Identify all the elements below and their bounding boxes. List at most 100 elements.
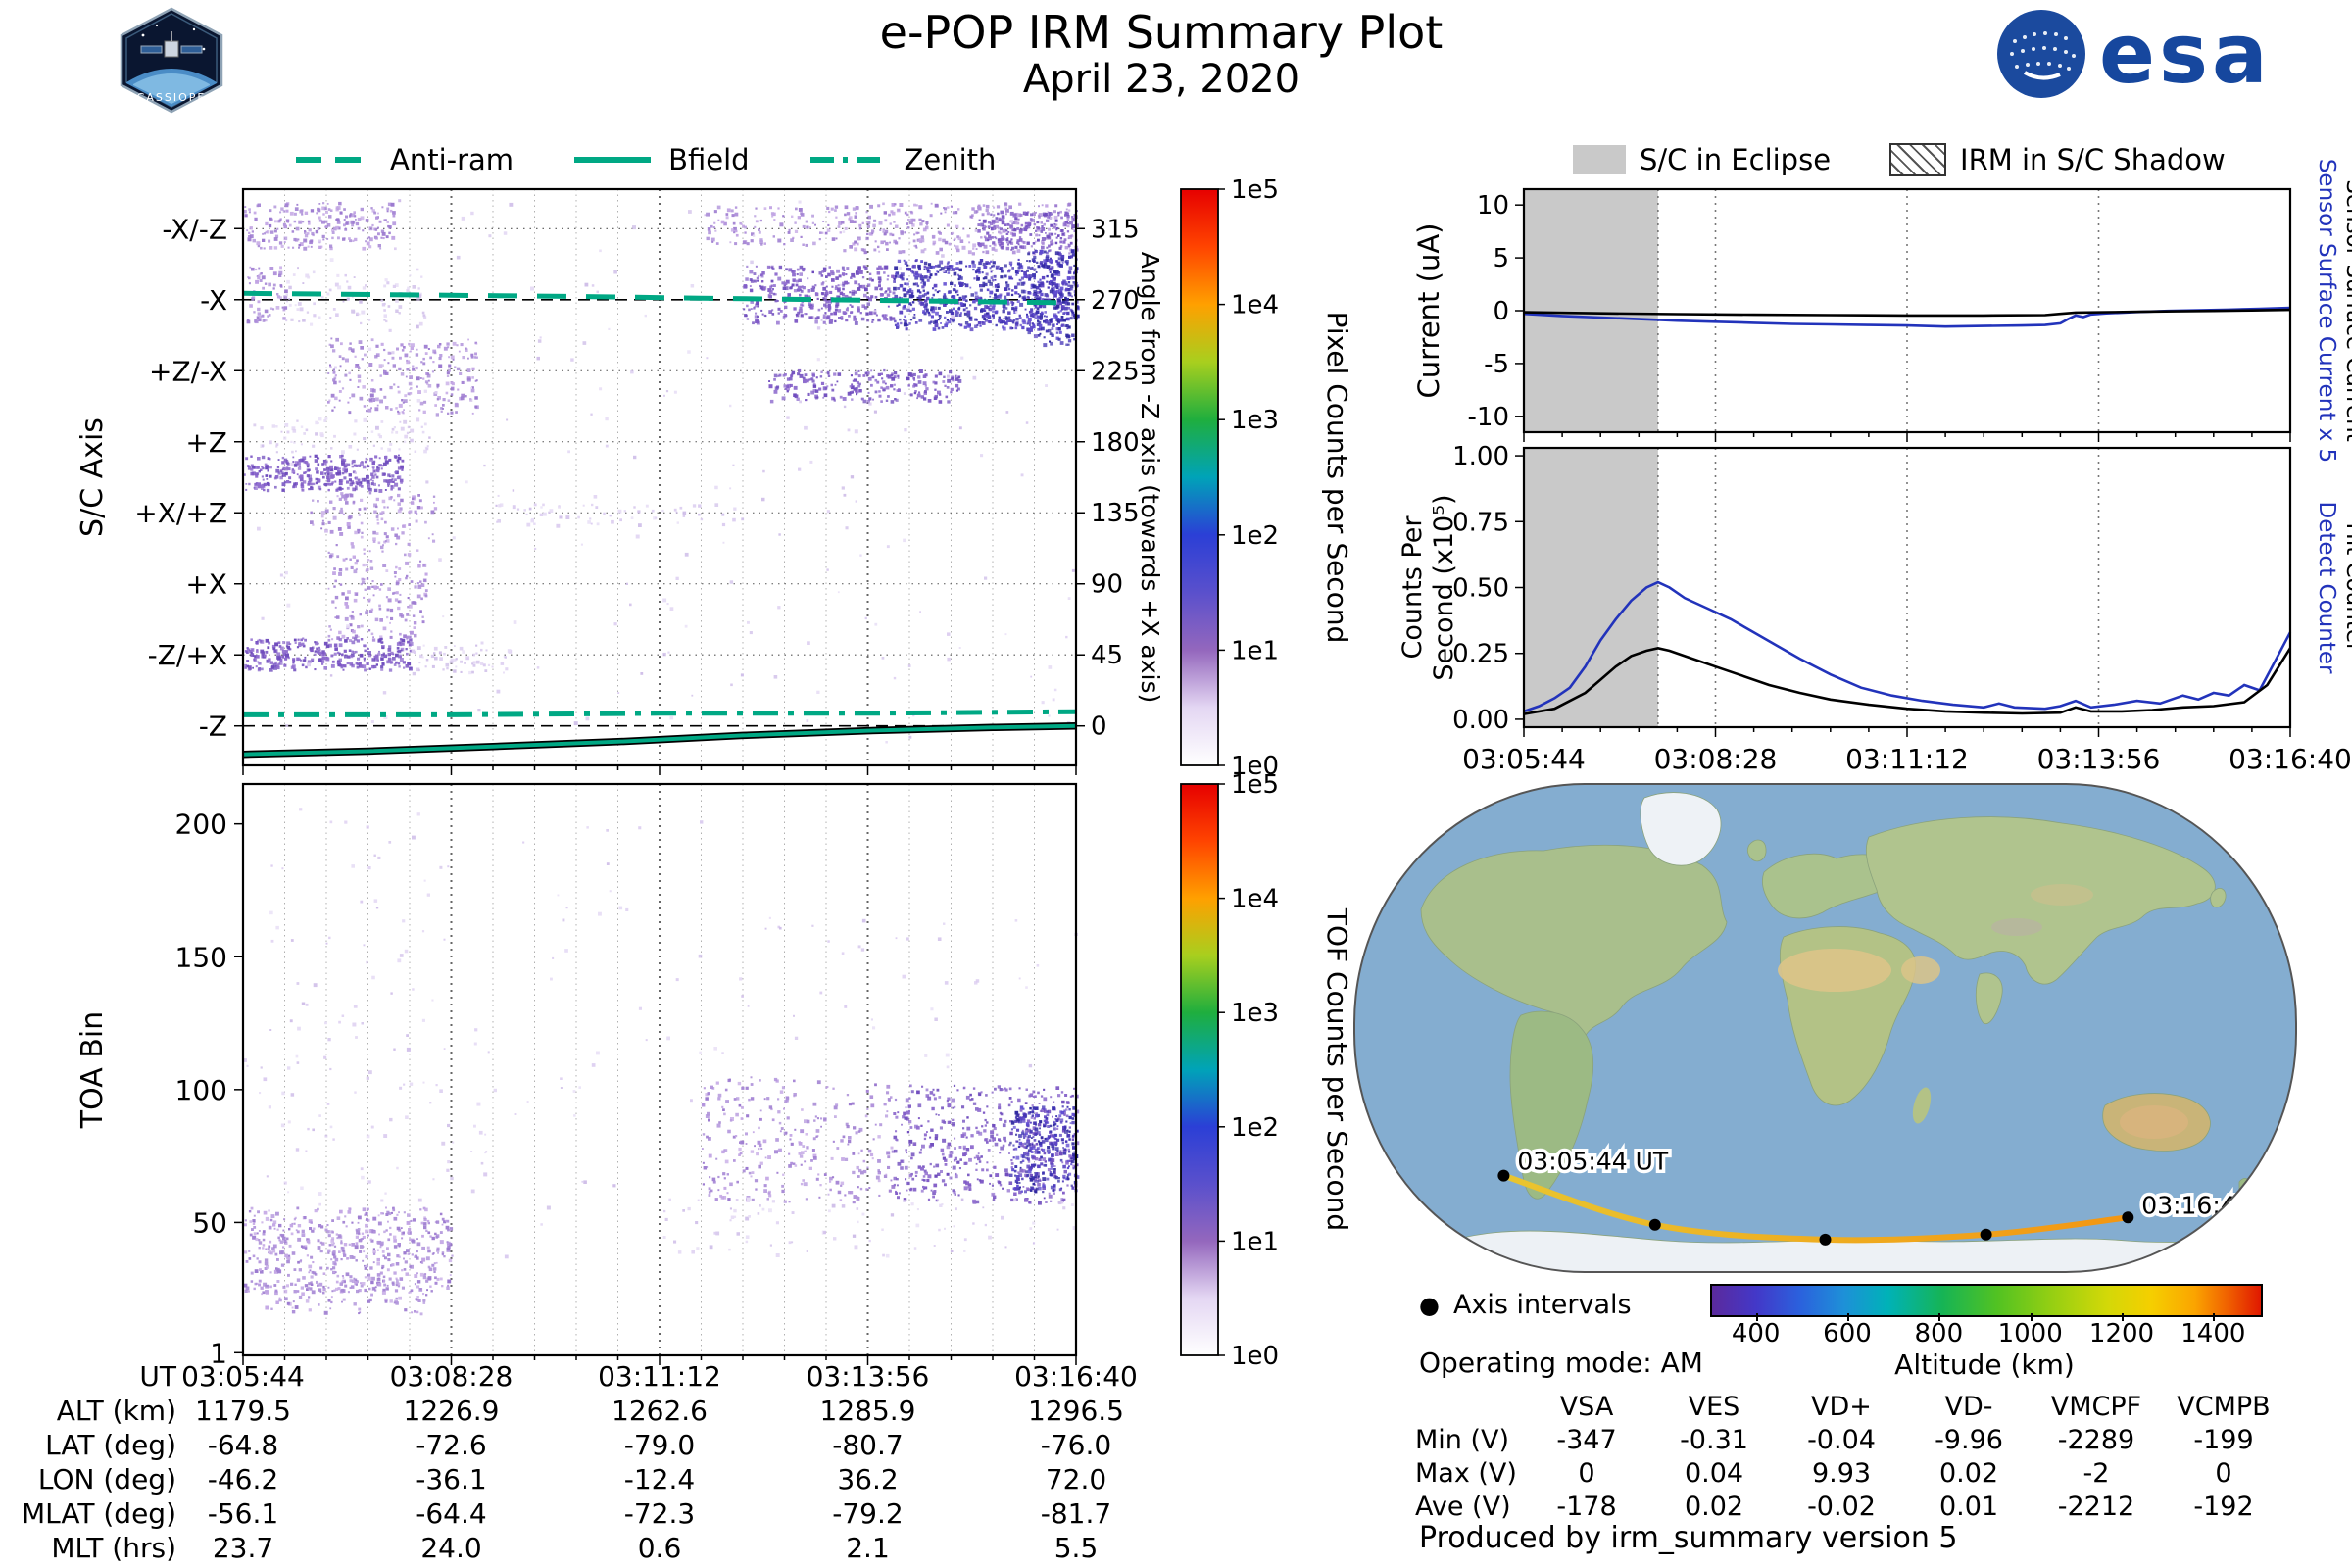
axis-value: 03:11:12 <box>598 1360 721 1393</box>
page-date: April 23, 2020 <box>1022 56 1300 102</box>
legend-eclipse-label: S/C in Eclipse <box>1640 143 1832 176</box>
voltage-row-label: Min (V) <box>1415 1425 1510 1455</box>
axis-value: 1179.5 <box>195 1395 291 1427</box>
axis-value: -64.8 <box>207 1429 279 1461</box>
track-start-label: 03:05:44 UT <box>1517 1148 1669 1176</box>
axis-value: -56.1 <box>207 1497 279 1530</box>
scatter-points <box>243 808 1080 1316</box>
axis-row-mlt: MLT (hrs) 23.7 24.0 0.6 2.1 5.5 <box>0 1532 1274 1566</box>
voltage-value: 0.04 <box>1684 1458 1744 1489</box>
axis-row-label: UT <box>139 1360 176 1393</box>
svg-text:270: 270 <box>1091 286 1140 316</box>
voltage-value: -2212 <box>2057 1492 2135 1522</box>
voltage-table-corner <box>1415 1392 1523 1425</box>
svg-text:315: 315 <box>1091 215 1140 244</box>
voltage-column-header: VES <box>1688 1392 1740 1422</box>
svg-text:1e5: 1e5 <box>1231 175 1279 205</box>
new-zealand-s <box>2243 1191 2255 1203</box>
voltage-column-header: VMCPF <box>2050 1392 2142 1422</box>
axis-interval-dot <box>1980 1228 1992 1241</box>
spectrogram-legend: Anti-ram Bfield Zenith <box>294 141 1054 178</box>
eclipse-region <box>1524 448 1658 727</box>
svg-text:1e0: 1e0 <box>1231 752 1279 781</box>
axis-intervals-legend: ● Axis intervals <box>1419 1290 1632 1320</box>
svg-text:135: 135 <box>1091 499 1140 528</box>
shadow-swatch <box>1889 143 1947 176</box>
axis-row-label: LAT (deg) <box>45 1429 176 1461</box>
axis-row-ut: UT 03:05:44 03:08:28 03:11:12 03:13:56 03:16:… <box>0 1360 1274 1395</box>
altitude-tick-label: 600 <box>1823 1319 1872 1348</box>
axis-value: -46.2 <box>207 1463 279 1495</box>
svg-text:225: 225 <box>1091 357 1140 386</box>
axis-value: -12.4 <box>623 1463 696 1495</box>
svg-text:+X: +X <box>185 568 227 601</box>
axis-interval-dot <box>1648 1218 1661 1231</box>
altitude-tickmark <box>1847 1313 1849 1321</box>
legend-eclipse: S/C in Eclipse <box>1573 143 1831 176</box>
ephemeris-axis-table: UT 03:05:44 03:08:28 03:11:12 03:13:56 03:16:… <box>0 1360 1274 1568</box>
voltage-value: 0 <box>2215 1458 2232 1489</box>
bfield-line <box>242 723 1077 757</box>
axis-row-label: ALT (km) <box>56 1395 176 1427</box>
svg-text:1e2: 1e2 <box>1231 521 1279 551</box>
axis-row-mlat: MLAT (deg) -56.1 -64.4 -72.3 -79.2 -81.7 <box>0 1497 1274 1532</box>
altitude-colorbar-ticks: 400 600 800 1000 1200 1400 <box>1710 1284 2259 1352</box>
axis-value: -79.0 <box>623 1429 696 1461</box>
axis-value: -64.4 <box>416 1497 487 1530</box>
axis-interval-dot-icon: ● <box>1419 1291 1440 1319</box>
voltage-column-header: VD+ <box>1811 1392 1872 1422</box>
eclipse-legend: S/C in Eclipse IRM in S/C Shadow <box>1573 143 2284 176</box>
voltage-value: 9.93 <box>1811 1458 1872 1489</box>
svg-text:0: 0 <box>1091 712 1107 742</box>
uk <box>1746 839 1767 862</box>
voltage-value: 0.01 <box>1938 1492 1999 1522</box>
legend-shadow-label: IRM in S/C Shadow <box>1960 143 2226 176</box>
cassiope-logo-graphic: CASSIOPE <box>120 7 223 114</box>
axis-value: -72.6 <box>416 1429 487 1461</box>
axis-value: 1226.9 <box>403 1395 500 1427</box>
axis-value: -72.3 <box>623 1497 696 1530</box>
voltage-value: -0.02 <box>1807 1492 1876 1522</box>
axis-value: 03:16:40 <box>1014 1360 1138 1393</box>
altitude-colorbar <box>1710 1284 2263 1317</box>
altitude-tickmark <box>2213 1313 2216 1321</box>
altitude-colorbar-label: Altitude (km) <box>1894 1348 2075 1381</box>
series-line <box>1523 308 2291 318</box>
axis-value: 5.5 <box>1054 1532 1099 1564</box>
anti-ram-line-sample <box>296 157 372 163</box>
svg-text:-X: -X <box>200 284 227 317</box>
eclipse-swatch <box>1573 145 1626 174</box>
arabia-desert <box>1901 956 1940 984</box>
voltage-value: 0.02 <box>1938 1458 1999 1489</box>
voltage-value: -347 <box>1556 1425 1617 1455</box>
voltage-column-header: VD- <box>1944 1392 1993 1422</box>
esa-wordmark: esa <box>2099 6 2272 102</box>
svg-text:1e3: 1e3 <box>1231 406 1279 435</box>
axis-value: 24.0 <box>420 1532 482 1564</box>
svg-text:S/C Axis: S/C Axis <box>75 417 110 537</box>
axis-interval-dot <box>2122 1211 2134 1224</box>
axis-value: 23.7 <box>212 1532 274 1564</box>
track-end-label: 03:16:40 UT <box>2141 1191 2293 1219</box>
svg-text:Pixel Counts per Second: Pixel Counts per Second <box>1321 312 1353 644</box>
voltage-row-label: Max (V) <box>1415 1458 1517 1489</box>
voltage-value: -178 <box>1556 1492 1617 1522</box>
altitude-tick-label: 1200 <box>2088 1319 2155 1348</box>
altitude-tickmark <box>1938 1313 1941 1321</box>
anti-ram-line <box>242 290 1077 306</box>
esa-logo: esa <box>1995 8 2272 100</box>
zenith-line <box>243 709 1077 717</box>
eclipse-region <box>1524 189 1658 432</box>
voltage-table: VSA VES VD+ VD- VMCPF VCMPB Min (V) -347 -0.31 -0… <box>1415 1392 2287 1525</box>
altitude-tick-label: 1000 <box>1997 1319 2063 1348</box>
voltage-value: 0 <box>1578 1458 1595 1489</box>
legend-bfield-label: Bfield <box>668 143 750 176</box>
world-map: 03:05:44 UT 03:16:40 UT <box>1353 783 2297 1273</box>
svg-text:+X/+Z: +X/+Z <box>134 497 227 529</box>
axis-value: 03:13:56 <box>806 1360 930 1393</box>
voltage-value: -0.31 <box>1680 1425 1748 1455</box>
axis-value: 1285.9 <box>819 1395 916 1427</box>
